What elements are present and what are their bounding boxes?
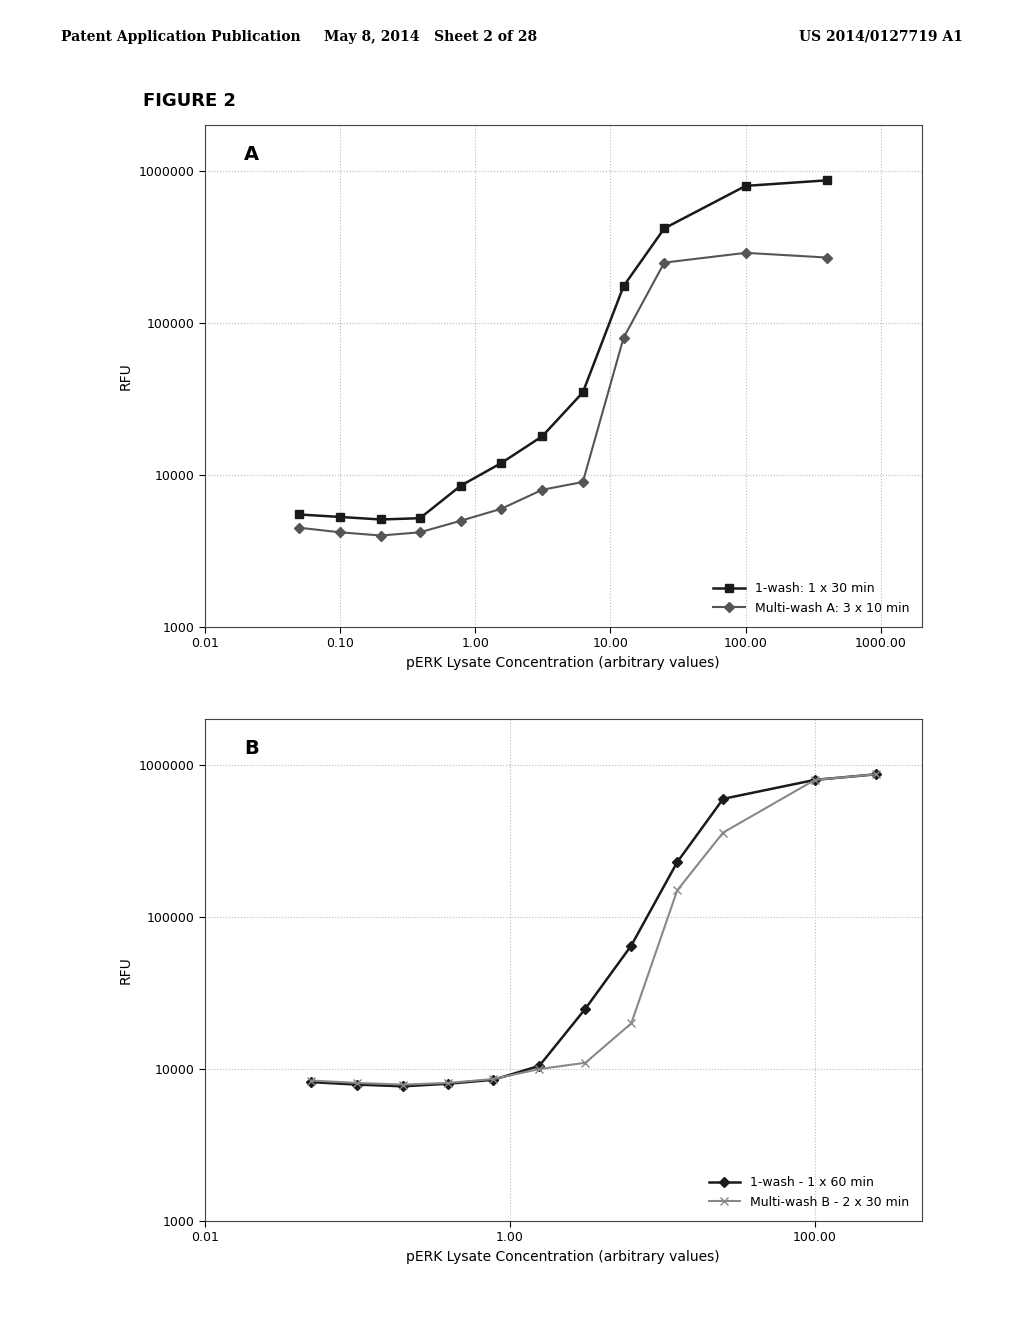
Multi-wash A: 3 x 10 min: (0.1, 4.2e+03): 3 x 10 min: (0.1, 4.2e+03)	[334, 524, 346, 540]
Multi-wash B - 2 x 30 min	[534, 1061, 546, 1077]
1-wash: 1 x 30 min: (0.39, 5.2e+03): 1 x 30 min: (0.39, 5.2e+03)	[414, 511, 426, 527]
1-wash - 1 x 60 min	[809, 772, 821, 788]
Multi-wash B - 2 x 30 min	[717, 825, 729, 841]
1-wash: 1 x 30 min: (0.05, 5.5e+03): 1 x 30 min: (0.05, 5.5e+03)	[293, 507, 305, 523]
Multi-wash B - 2 x 30 min	[441, 1074, 454, 1090]
Multi-wash A: 3 x 10 min: (25, 2.5e+05): 3 x 10 min: (25, 2.5e+05)	[658, 255, 671, 271]
1-wash: 1 x 30 min: (400, 8.7e+05): 1 x 30 min: (400, 8.7e+05)	[821, 173, 834, 189]
1-wash - 1 x 60 min	[487, 1072, 500, 1088]
Y-axis label: RFU: RFU	[119, 956, 133, 985]
1-wash - 1 x 60 min	[869, 767, 882, 783]
1-wash - 1 x 60 min	[625, 937, 637, 953]
Multi-wash A: 3 x 10 min: (12.5, 8e+04): 3 x 10 min: (12.5, 8e+04)	[617, 330, 630, 346]
1-wash - 1 x 60 min	[351, 1077, 364, 1093]
1-wash: 1 x 30 min: (100, 8e+05): 1 x 30 min: (100, 8e+05)	[739, 178, 752, 194]
Multi-wash A: 3 x 10 min: (1.56, 6e+03): 3 x 10 min: (1.56, 6e+03)	[496, 500, 508, 516]
Multi-wash A: 3 x 10 min: (6.25, 9e+03): 3 x 10 min: (6.25, 9e+03)	[577, 474, 589, 490]
Multi-wash A: 3 x 10 min: (0.05, 4.5e+03): 3 x 10 min: (0.05, 4.5e+03)	[293, 520, 305, 536]
Multi-wash A: 3 x 10 min: (0.2, 4e+03): 3 x 10 min: (0.2, 4e+03)	[375, 528, 387, 544]
Multi-wash A: 3 x 10 min: (400, 2.7e+05): 3 x 10 min: (400, 2.7e+05)	[821, 249, 834, 265]
Text: A: A	[245, 145, 259, 165]
1-wash: 1 x 30 min: (0.78, 8.5e+03): 1 x 30 min: (0.78, 8.5e+03)	[455, 478, 467, 494]
Y-axis label: RFU: RFU	[119, 362, 133, 391]
Line: 1-wash - 1 x 60 min: 1-wash - 1 x 60 min	[308, 771, 880, 1090]
Multi-wash B - 2 x 30 min	[869, 767, 882, 783]
Legend: 1-wash: 1 x 30 min, Multi-wash A: 3 x 10 min: 1-wash: 1 x 30 min, Multi-wash A: 3 x 10…	[708, 576, 915, 620]
Multi-wash B - 2 x 30 min	[397, 1077, 410, 1093]
Multi-wash B - 2 x 30 min	[351, 1074, 364, 1090]
1-wash: 1 x 30 min: (3.13, 1.8e+04): 1 x 30 min: (3.13, 1.8e+04)	[537, 428, 549, 444]
Line: 1-wash: 1 x 30 min: 1-wash: 1 x 30 min	[295, 176, 831, 524]
Legend: 1-wash - 1 x 60 min, Multi-wash B - 2 x 30 min: 1-wash - 1 x 60 min, Multi-wash B - 2 x …	[702, 1170, 915, 1214]
1-wash - 1 x 60 min	[441, 1076, 454, 1092]
1-wash - 1 x 60 min	[305, 1074, 317, 1090]
1-wash: 1 x 30 min: (0.2, 5.1e+03): 1 x 30 min: (0.2, 5.1e+03)	[375, 512, 387, 528]
Multi-wash B - 2 x 30 min	[809, 772, 821, 788]
Multi-wash A: 3 x 10 min: (0.78, 5e+03): 3 x 10 min: (0.78, 5e+03)	[455, 513, 467, 529]
1-wash: 1 x 30 min: (0.1, 5.3e+03): 1 x 30 min: (0.1, 5.3e+03)	[334, 510, 346, 525]
1-wash - 1 x 60 min	[580, 1001, 592, 1016]
Text: US 2014/0127719 A1: US 2014/0127719 A1	[799, 30, 963, 44]
Multi-wash A: 3 x 10 min: (100, 2.9e+05): 3 x 10 min: (100, 2.9e+05)	[739, 246, 752, 261]
Multi-wash B - 2 x 30 min	[625, 1015, 637, 1031]
Text: Patent Application Publication: Patent Application Publication	[61, 30, 301, 44]
1-wash: 1 x 30 min: (25, 4.2e+05): 1 x 30 min: (25, 4.2e+05)	[658, 220, 671, 236]
Text: May 8, 2014   Sheet 2 of 28: May 8, 2014 Sheet 2 of 28	[324, 30, 537, 44]
Line: Multi-wash B - 2 x 30 min: Multi-wash B - 2 x 30 min	[307, 770, 880, 1089]
1-wash - 1 x 60 min	[717, 791, 729, 807]
1-wash - 1 x 60 min	[397, 1078, 410, 1094]
Line: Multi-wash A: 3 x 10 min: Multi-wash A: 3 x 10 min	[296, 249, 830, 539]
1-wash: 1 x 30 min: (6.25, 3.5e+04): 1 x 30 min: (6.25, 3.5e+04)	[577, 384, 589, 400]
1-wash - 1 x 60 min	[671, 854, 683, 870]
Multi-wash B - 2 x 30 min	[487, 1071, 500, 1086]
X-axis label: pERK Lysate Concentration (arbitrary values): pERK Lysate Concentration (arbitrary val…	[407, 656, 720, 671]
Multi-wash B - 2 x 30 min	[580, 1055, 592, 1071]
1-wash: 1 x 30 min: (12.5, 1.75e+05): 1 x 30 min: (12.5, 1.75e+05)	[617, 279, 630, 294]
Multi-wash B - 2 x 30 min	[305, 1073, 317, 1089]
Multi-wash A: 3 x 10 min: (0.39, 4.2e+03): 3 x 10 min: (0.39, 4.2e+03)	[414, 524, 426, 540]
X-axis label: pERK Lysate Concentration (arbitrary values): pERK Lysate Concentration (arbitrary val…	[407, 1250, 720, 1265]
Multi-wash B - 2 x 30 min	[671, 882, 683, 898]
1-wash: 1 x 30 min: (1.56, 1.2e+04): 1 x 30 min: (1.56, 1.2e+04)	[496, 455, 508, 471]
Text: FIGURE 2: FIGURE 2	[143, 92, 237, 111]
Text: B: B	[245, 739, 259, 759]
1-wash - 1 x 60 min	[534, 1057, 546, 1073]
Multi-wash A: 3 x 10 min: (3.13, 8e+03): 3 x 10 min: (3.13, 8e+03)	[537, 482, 549, 498]
